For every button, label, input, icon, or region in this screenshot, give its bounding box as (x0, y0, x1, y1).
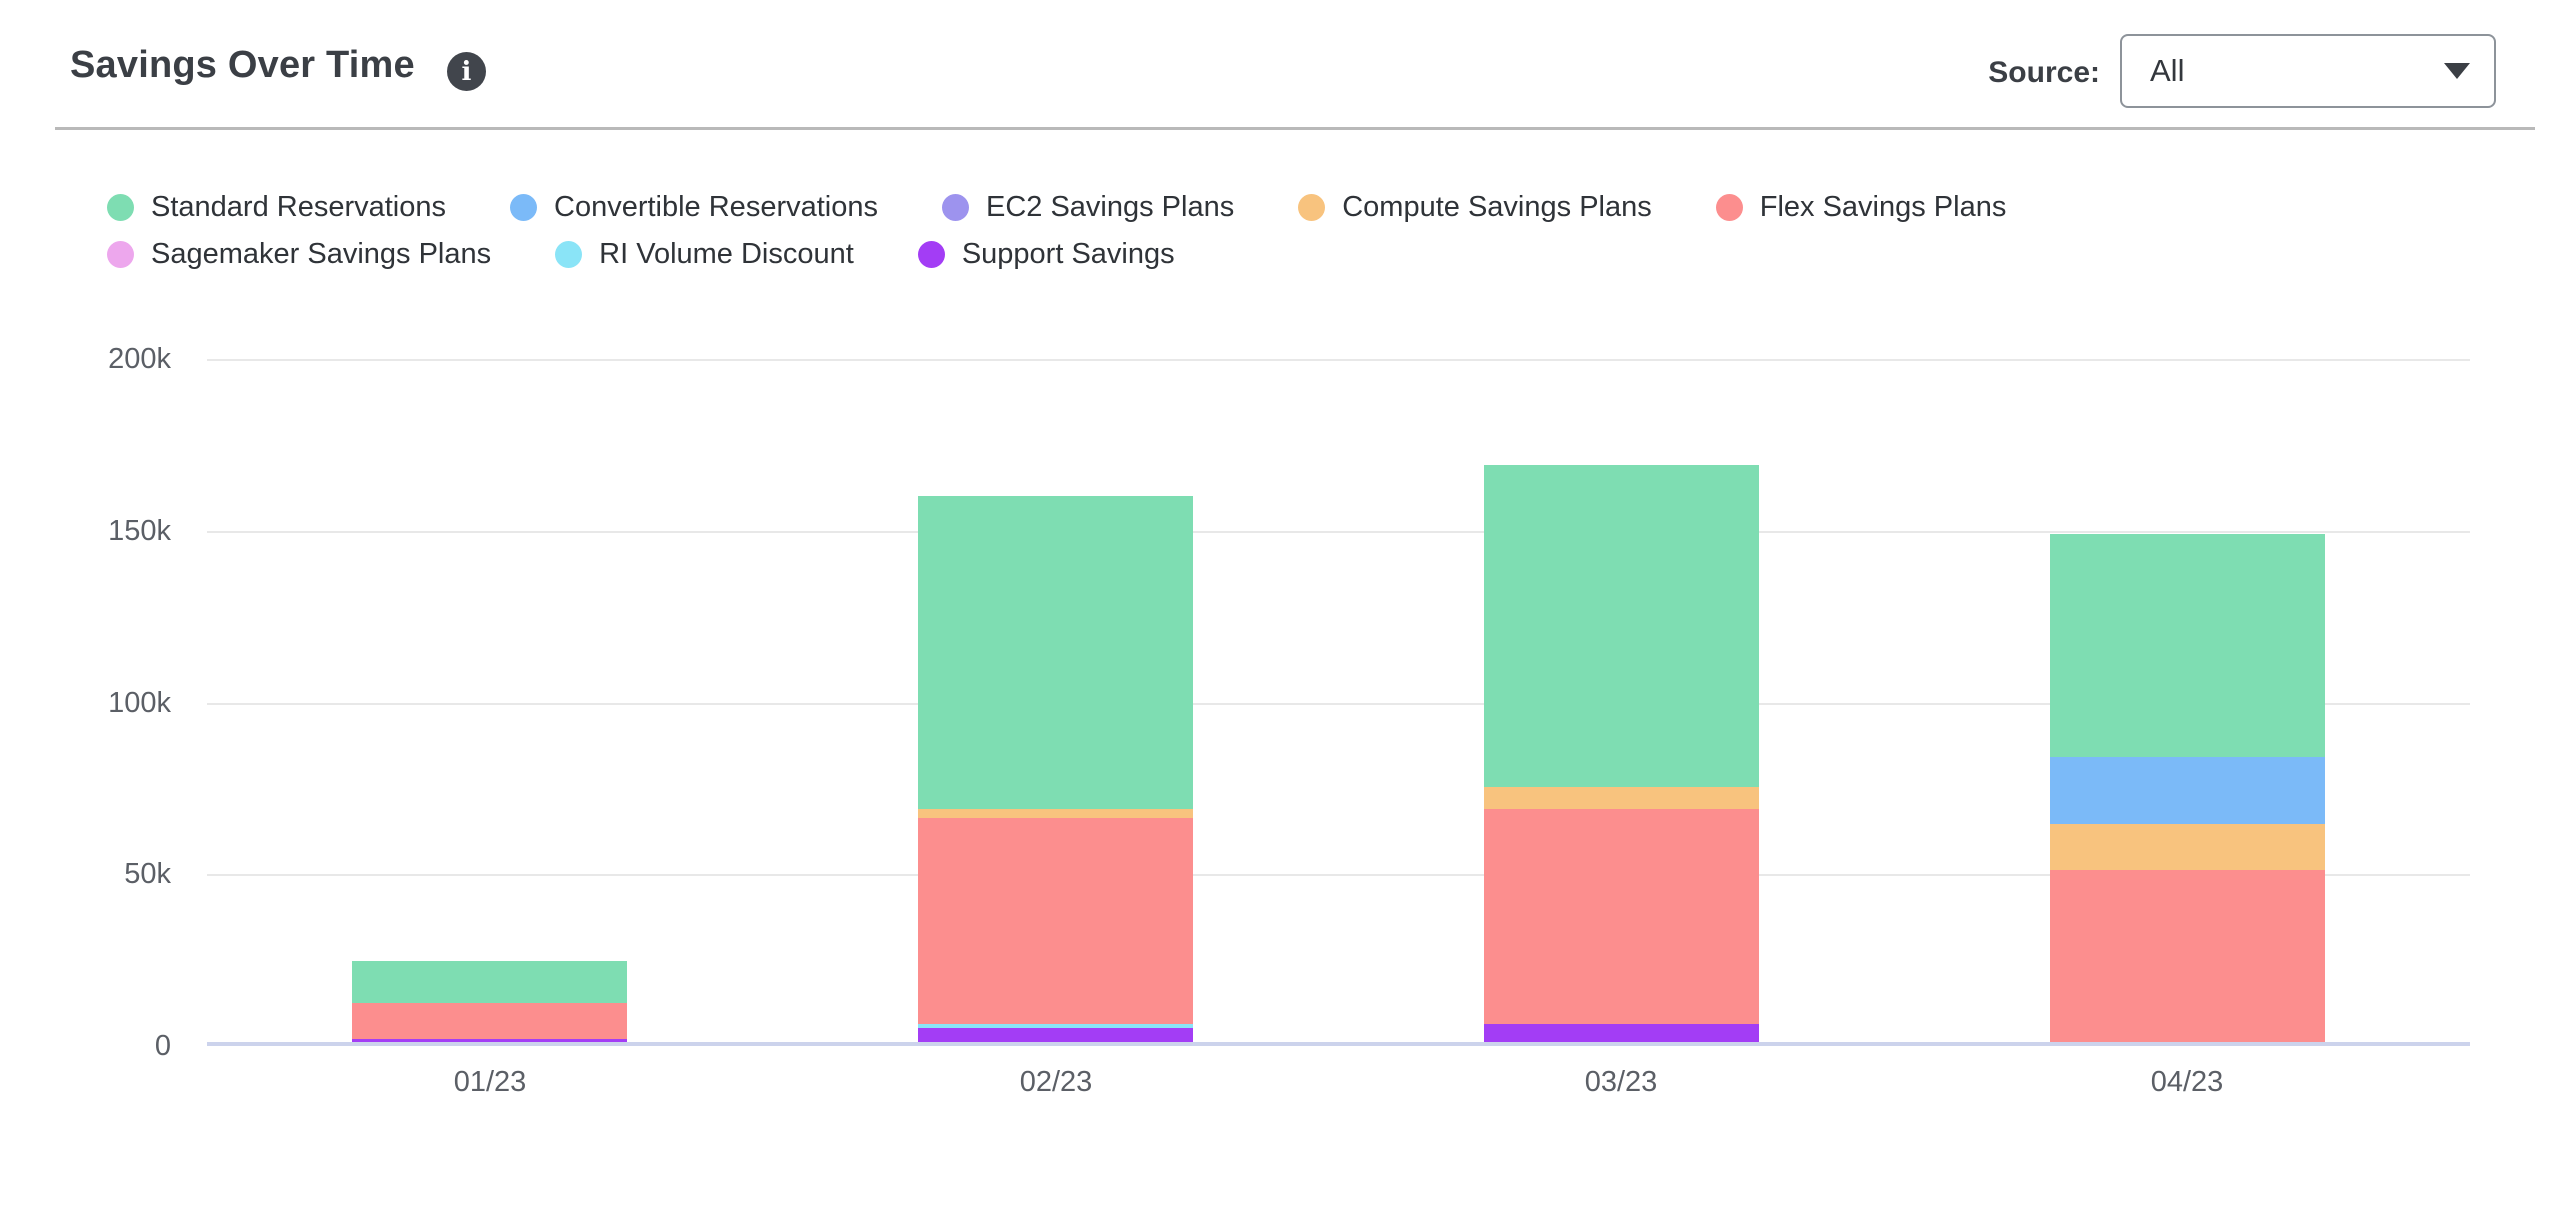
bar-segment-standard-reservations[interactable] (1484, 464, 1759, 788)
bar-01-23 (352, 961, 627, 1042)
chart-legend: Standard Reservations Convertible Reserva… (107, 190, 2407, 271)
y-axis-tick-label: 0 (154, 1030, 171, 1062)
bar-segment-compute-savings-plans[interactable] (2050, 824, 2325, 871)
legend-swatch-icon (555, 240, 583, 268)
bar-segment-support-savings[interactable] (352, 1038, 627, 1042)
legend-label: EC2 Savings Plans (985, 191, 1235, 223)
page-title: Savings Over Time (70, 44, 415, 86)
bar-segment-flex-savings-plans[interactable] (2050, 870, 2325, 1042)
x-axis-tick-label: 01/23 (453, 1066, 527, 1098)
bar-segment-flex-savings-plans[interactable] (352, 1002, 627, 1039)
y-axis-tick-label: 150k (108, 515, 171, 547)
legend-swatch-icon (941, 193, 969, 221)
gridline (207, 874, 2470, 876)
legend-label: RI Volume Discount (599, 238, 854, 270)
gridline (207, 531, 2470, 533)
bar-segment-ri-volume-discount[interactable] (918, 1023, 1193, 1029)
plot-area (207, 359, 2470, 1046)
bar-segment-compute-savings-plans[interactable] (1484, 787, 1759, 810)
legend-item-ri-volume-discount[interactable]: RI Volume Discount (555, 237, 854, 271)
bar-segment-support-savings[interactable] (918, 1028, 1193, 1042)
legend-swatch-icon (917, 240, 945, 268)
source-dropdown-value: All (2150, 53, 2185, 88)
header-divider (55, 127, 2535, 130)
legend-label: Flex Savings Plans (1759, 191, 2007, 223)
legend-item-compute-savings-plans[interactable]: Compute Savings Plans (1298, 190, 1652, 224)
bar-segment-compute-savings-plans[interactable] (918, 808, 1193, 818)
legend-item-flex-savings-plans[interactable]: Flex Savings Plans (1715, 190, 2007, 224)
legend-label: Standard Reservations (151, 191, 446, 223)
source-label: Source: (1988, 56, 2100, 89)
y-axis-tick-label: 200k (108, 343, 171, 375)
legend-item-standard-reservations[interactable]: Standard Reservations (107, 190, 446, 224)
bar-segment-convertible-reservations[interactable] (2050, 757, 2325, 825)
legend-item-sagemaker-savings-plans[interactable]: Sagemaker Savings Plans (107, 237, 491, 271)
bar-segment-standard-reservations[interactable] (918, 496, 1193, 809)
info-icon[interactable]: i (447, 52, 486, 91)
y-axis-tick-label: 100k (108, 687, 171, 719)
legend-swatch-icon (1298, 193, 1326, 221)
chevron-down-icon (2444, 63, 2470, 79)
bar-segment-flex-savings-plans[interactable] (1484, 809, 1759, 1025)
bar-segment-support-savings[interactable] (1484, 1024, 1759, 1042)
bar-segment-standard-reservations[interactable] (2050, 533, 2325, 758)
bar-03-23 (1484, 464, 1759, 1042)
legend-label: Support Savings (961, 238, 1175, 270)
legend-swatch-icon (510, 193, 537, 221)
gridline (207, 703, 2470, 705)
legend-item-convertible-reservations[interactable]: Convertible Reservations (510, 190, 878, 224)
x-axis-tick-label: 02/23 (1019, 1066, 1093, 1098)
y-axis-tick-label: 50k (124, 858, 171, 890)
bar-segment-standard-reservations[interactable] (352, 961, 627, 1003)
legend-label: Compute Savings Plans (1342, 191, 1652, 223)
legend-swatch-icon (107, 240, 134, 268)
legend-label: Sagemaker Savings Plans (151, 238, 492, 270)
legend-item-ec2-savings-plans[interactable]: EC2 Savings Plans (941, 190, 1235, 224)
x-axis-tick-label: 04/23 (2150, 1066, 2224, 1098)
legend-item-support-savings[interactable]: Support Savings (917, 237, 1175, 271)
bar-segment-flex-savings-plans[interactable] (918, 817, 1193, 1024)
gridline (207, 359, 2470, 361)
x-axis-tick-label: 03/23 (1584, 1066, 1658, 1098)
source-dropdown[interactable]: All (2120, 34, 2496, 108)
legend-label: Convertible Reservations (554, 191, 878, 223)
bar-02-23 (918, 496, 1193, 1042)
bar-04-23 (2050, 533, 2325, 1042)
legend-swatch-icon (1715, 193, 1743, 221)
legend-swatch-icon (107, 193, 134, 221)
